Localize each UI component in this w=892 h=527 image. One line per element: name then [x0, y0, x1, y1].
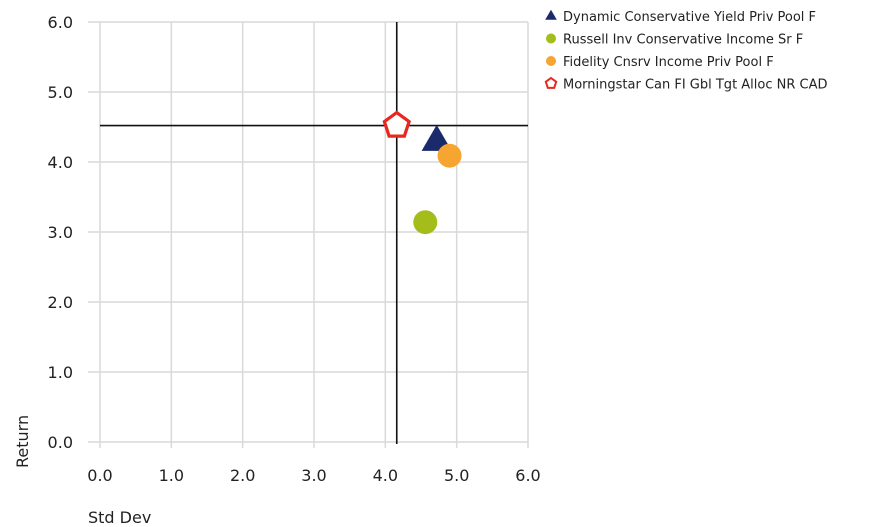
reference-lines: [100, 22, 528, 444]
data-point-3: [437, 143, 462, 168]
data-points: [382, 110, 462, 235]
y-tick-label: 2.0: [48, 293, 73, 312]
data-point-4: [382, 110, 412, 138]
legend-label-4: Morningstar Can FI Gbl Tgt Alloc NR CAD: [563, 78, 828, 93]
x-tick-labels: 0.0 1.0 2.0 3.0 4.0 5.0 6.0: [87, 466, 540, 485]
y-tick-label: 4.0: [48, 153, 73, 172]
y-tick-label: 6.0: [48, 13, 73, 32]
legend-marker-1: [545, 9, 557, 20]
grid: [88, 21, 529, 448]
y-tick-label: 3.0: [48, 223, 73, 242]
x-tick-label: 3.0: [301, 466, 326, 485]
x-tick-label: 5.0: [444, 466, 469, 485]
legend-marker-4: [544, 76, 558, 89]
y-axis-label: Return: [13, 415, 32, 468]
x-axis-label: Std Dev: [88, 508, 151, 527]
x-tick-label: 6.0: [515, 466, 540, 485]
legend-marker-3: [546, 56, 556, 66]
legend: Dynamic Conservative Yield Priv Pool F Ru…: [544, 9, 828, 93]
y-tick-label: 5.0: [48, 83, 73, 102]
y-tick-labels: 0.0 1.0 2.0 3.0 4.0 5.0 6.0: [48, 13, 73, 452]
x-tick-label: 4.0: [373, 466, 398, 485]
x-tick-label: 2.0: [230, 466, 255, 485]
legend-label-2: Russell Inv Conservative Income Sr F: [563, 33, 803, 48]
y-tick-label: 1.0: [48, 363, 73, 382]
legend-marker-2: [546, 33, 556, 44]
data-point-2: [413, 210, 438, 235]
y-tick-label: 0.0: [48, 433, 73, 452]
x-tick-label: 1.0: [159, 466, 184, 485]
x-tick-label: 0.0: [87, 466, 112, 485]
legend-label-3: Fidelity Cnsrv Income Priv Pool F: [563, 55, 774, 70]
legend-label-1: Dynamic Conservative Yield Priv Pool F: [563, 10, 816, 25]
data-point-1: [421, 124, 452, 151]
